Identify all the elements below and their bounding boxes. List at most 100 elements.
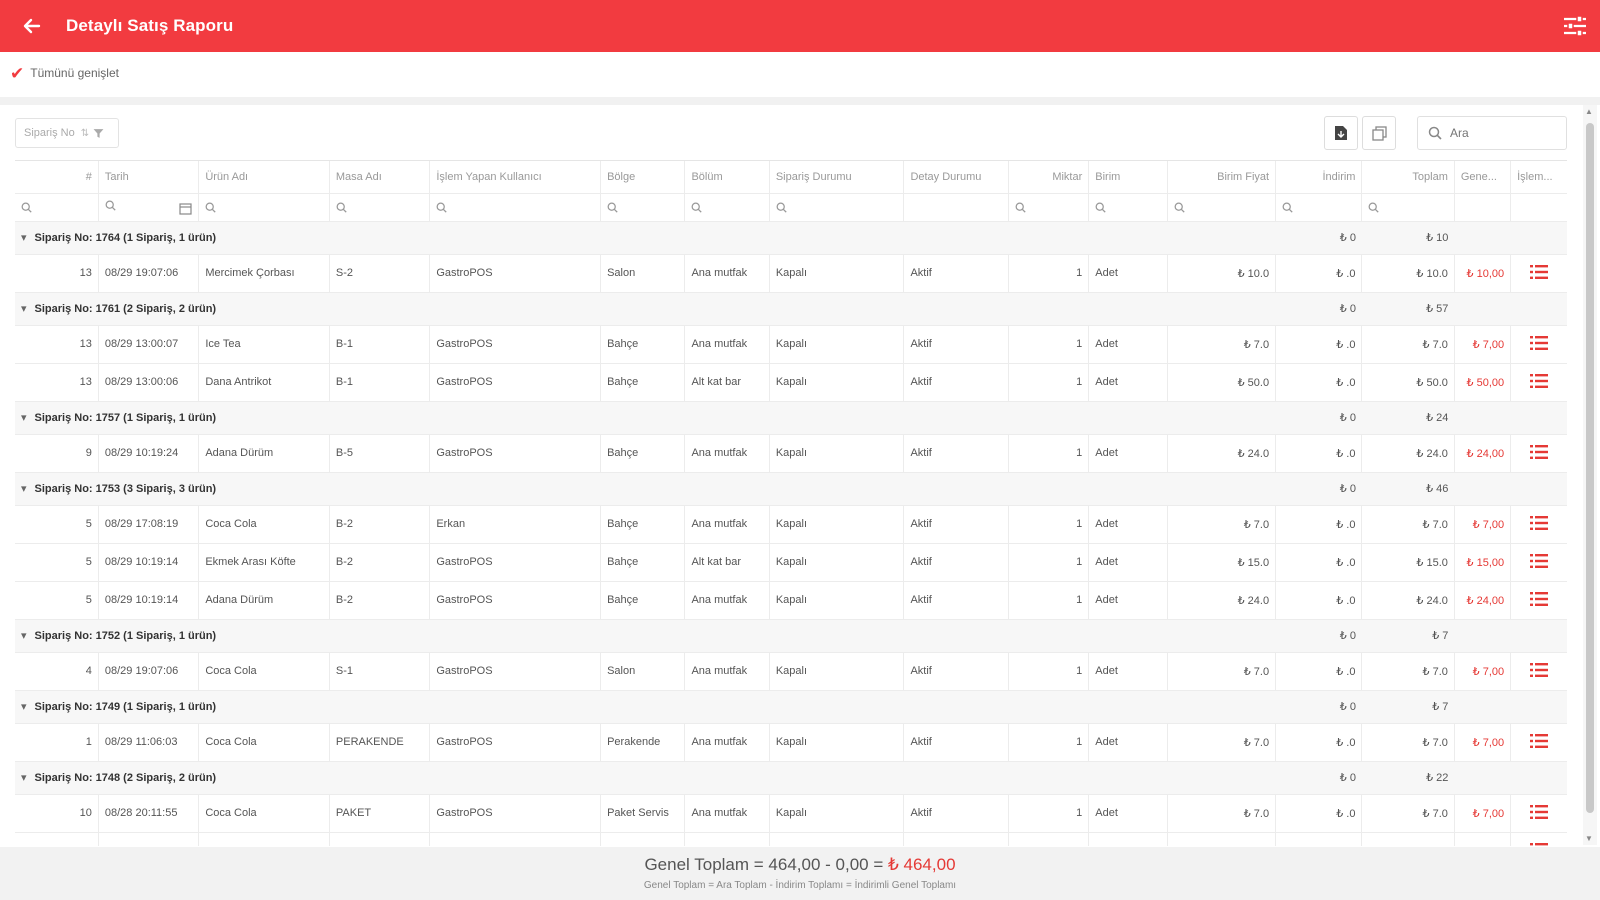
calendar-icon[interactable] bbox=[179, 202, 192, 215]
column-header[interactable]: Gene... bbox=[1454, 161, 1512, 194]
table-row[interactable]: 9 08/29 10:19:24 Adana Dürüm B-5 GastroPOS Ba… bbox=[15, 434, 1567, 473]
row-action-button[interactable] bbox=[1510, 325, 1567, 364]
table-row[interactable]: 10 08/28 20:11:55 Coca Cola PAKET GastroPOS P… bbox=[15, 794, 1567, 833]
chevron-down-icon[interactable]: ▾ bbox=[21, 412, 27, 424]
export-button[interactable] bbox=[1324, 116, 1358, 150]
column-header[interactable]: Sipariş Durumu bbox=[769, 161, 905, 194]
group-row[interactable]: ▾ Sipariş No: 1753 (3 Sipariş, 3 ürün) ₺ 0… bbox=[15, 472, 1567, 506]
list-icon[interactable] bbox=[1530, 444, 1549, 459]
column-filter-cell[interactable] bbox=[684, 193, 770, 222]
back-button[interactable] bbox=[12, 6, 52, 46]
group-by-chip[interactable]: Sipariş No ⇅ bbox=[15, 118, 119, 148]
column-header[interactable]: Bölüm bbox=[684, 161, 770, 194]
row-action-button[interactable] bbox=[1510, 581, 1567, 620]
chevron-down-icon[interactable]: ▾ bbox=[21, 701, 27, 713]
group-row[interactable]: ▾ Sipariş No: 1761 (2 Sipariş, 2 ürün) ₺ 0… bbox=[15, 292, 1567, 326]
column-header[interactable]: Ürün Adı bbox=[198, 161, 330, 194]
table-row[interactable]: 13 08/29 13:00:06 Dana Antrikot B-1 GastroPO… bbox=[15, 363, 1567, 402]
column-header[interactable]: İşlem... bbox=[1510, 161, 1567, 194]
list-icon[interactable] bbox=[1530, 515, 1549, 530]
column-filter-cell[interactable] bbox=[903, 193, 1009, 222]
search-input[interactable] bbox=[1450, 126, 1560, 140]
column-header[interactable]: Masa Adı bbox=[329, 161, 431, 194]
column-header[interactable]: Birim Fiyat bbox=[1167, 161, 1277, 194]
group-row[interactable]: ▾ Sipariş No: 1752 (1 Sipariş, 1 ürün) ₺ 0… bbox=[15, 619, 1567, 653]
group-label-cell[interactable]: ▾ Sipariş No: 1749 (1 Sipariş, 1 ürün) bbox=[15, 690, 1276, 724]
group-row[interactable]: ▾ Sipariş No: 1764 (1 Sipariş, 1 ürün) ₺ 0… bbox=[15, 221, 1567, 255]
search-box[interactable] bbox=[1417, 116, 1567, 150]
table-row[interactable]: 4 08/29 19:07:06 Coca Cola S-1 GastroPOS Salo… bbox=[15, 652, 1567, 691]
column-filter-cell[interactable] bbox=[769, 193, 905, 222]
column-header[interactable]: İndirim bbox=[1275, 161, 1363, 194]
chevron-down-icon[interactable]: ▾ bbox=[21, 483, 27, 495]
column-filter-cell[interactable] bbox=[1361, 193, 1455, 222]
column-filter-cell[interactable] bbox=[1008, 193, 1090, 222]
column-filter-cell[interactable] bbox=[1088, 193, 1168, 222]
copy-button[interactable] bbox=[1362, 116, 1396, 150]
group-label-cell[interactable]: ▾ Sipariş No: 1753 (3 Sipariş, 3 ürün) bbox=[15, 472, 1276, 506]
chevron-down-icon[interactable]: ▾ bbox=[21, 772, 27, 784]
column-header[interactable]: Bölge bbox=[600, 161, 686, 194]
column-header[interactable]: İşlem Yapan Kullanıcı bbox=[429, 161, 602, 194]
table-row[interactable]: 1 08/29 11:06:03 Coca Cola PERAKENDE GastroP… bbox=[15, 723, 1567, 762]
row-action-button[interactable] bbox=[1510, 832, 1567, 847]
group-label-cell[interactable]: ▾ Sipariş No: 1764 (1 Sipariş, 1 ürün) bbox=[15, 221, 1276, 255]
filter-icon[interactable] bbox=[93, 128, 104, 139]
group-row[interactable]: ▾ Sipariş No: 1748 (2 Sipariş, 2 ürün) ₺ 0… bbox=[15, 761, 1567, 795]
chevron-down-icon[interactable]: ▾ bbox=[21, 303, 27, 315]
list-icon[interactable] bbox=[1530, 804, 1549, 819]
list-icon[interactable] bbox=[1530, 553, 1549, 568]
list-icon[interactable] bbox=[1530, 842, 1549, 847]
table-row[interactable]: 5 08/29 10:19:14 Adana Dürüm B-2 GastroPOS Ba… bbox=[15, 581, 1567, 620]
column-header[interactable]: Detay Durumu bbox=[903, 161, 1009, 194]
row-action-button[interactable] bbox=[1510, 652, 1567, 691]
row-action-button[interactable] bbox=[1510, 794, 1567, 833]
list-icon[interactable] bbox=[1530, 264, 1549, 279]
column-filter-cell[interactable] bbox=[600, 193, 686, 222]
list-icon[interactable] bbox=[1530, 335, 1549, 350]
column-filter-cell[interactable] bbox=[329, 193, 431, 222]
chevron-down-icon[interactable]: ▾ bbox=[21, 232, 27, 244]
scrollbar-thumb[interactable] bbox=[1586, 123, 1594, 813]
column-filter-cell[interactable] bbox=[1454, 193, 1512, 222]
table-row[interactable]: 13 08/29 13:00:07 Ice Tea B-1 GastroPOS Bahçe… bbox=[15, 325, 1567, 364]
column-filter-cell[interactable] bbox=[1510, 193, 1567, 222]
column-filter-cell[interactable] bbox=[429, 193, 602, 222]
column-header[interactable]: Tarih bbox=[98, 161, 200, 194]
expand-all-checkbox[interactable]: ✔ Tümünü genişlet bbox=[10, 60, 119, 86]
list-icon[interactable] bbox=[1530, 591, 1549, 606]
column-header[interactable]: Miktar bbox=[1008, 161, 1090, 194]
scroll-down-icon[interactable]: ▼ bbox=[1585, 834, 1593, 843]
column-filter-cell[interactable] bbox=[1275, 193, 1363, 222]
list-icon[interactable] bbox=[1530, 662, 1549, 677]
column-filter-cell[interactable] bbox=[98, 193, 200, 222]
settings-button[interactable] bbox=[1558, 10, 1592, 42]
column-header[interactable]: Birim bbox=[1088, 161, 1168, 194]
group-label-cell[interactable]: ▾ Sipariş No: 1761 (2 Sipariş, 2 ürün) bbox=[15, 292, 1276, 326]
vertical-scrollbar[interactable]: ▲ ▼ bbox=[1583, 105, 1597, 845]
group-label-cell[interactable]: ▾ Sipariş No: 1752 (1 Sipariş, 1 ürün) bbox=[15, 619, 1276, 653]
group-label-cell[interactable]: ▾ Sipariş No: 1757 (1 Sipariş, 1 ürün) bbox=[15, 401, 1276, 435]
list-icon[interactable] bbox=[1530, 373, 1549, 388]
column-filter-cell[interactable] bbox=[15, 193, 99, 222]
column-header[interactable]: Toplam bbox=[1361, 161, 1455, 194]
group-row[interactable]: ▾ Sipariş No: 1749 (1 Sipariş, 1 ürün) ₺ 0… bbox=[15, 690, 1567, 724]
row-action-button[interactable] bbox=[1510, 505, 1567, 544]
scroll-up-icon[interactable]: ▲ bbox=[1585, 107, 1593, 116]
table-row[interactable]: 5 08/29 17:08:19 Coca Cola B-2 Erkan Bahçe Ana… bbox=[15, 505, 1567, 544]
group-row[interactable]: ▾ Sipariş No: 1757 (1 Sipariş, 1 ürün) ₺ 0… bbox=[15, 401, 1567, 435]
column-header[interactable]: # bbox=[15, 161, 99, 194]
column-filter-cell[interactable] bbox=[1167, 193, 1277, 222]
group-label-cell[interactable]: ▾ Sipariş No: 1748 (2 Sipariş, 2 ürün) bbox=[15, 761, 1276, 795]
row-action-button[interactable] bbox=[1510, 543, 1567, 582]
chevron-down-icon[interactable]: ▾ bbox=[21, 630, 27, 642]
row-action-button[interactable] bbox=[1510, 723, 1567, 762]
row-action-button[interactable] bbox=[1510, 434, 1567, 473]
row-action-button[interactable] bbox=[1510, 254, 1567, 293]
table-row[interactable]: 5 08/29 10:19:14 Ekmek Arası Köfte B-2 Gastr… bbox=[15, 543, 1567, 582]
table-row[interactable]: 13 08/29 19:07:06 Mercimek Çorbası S-2 Gastr… bbox=[15, 254, 1567, 293]
column-filter-cell[interactable] bbox=[198, 193, 330, 222]
list-icon[interactable] bbox=[1530, 733, 1549, 748]
row-action-button[interactable] bbox=[1510, 363, 1567, 402]
